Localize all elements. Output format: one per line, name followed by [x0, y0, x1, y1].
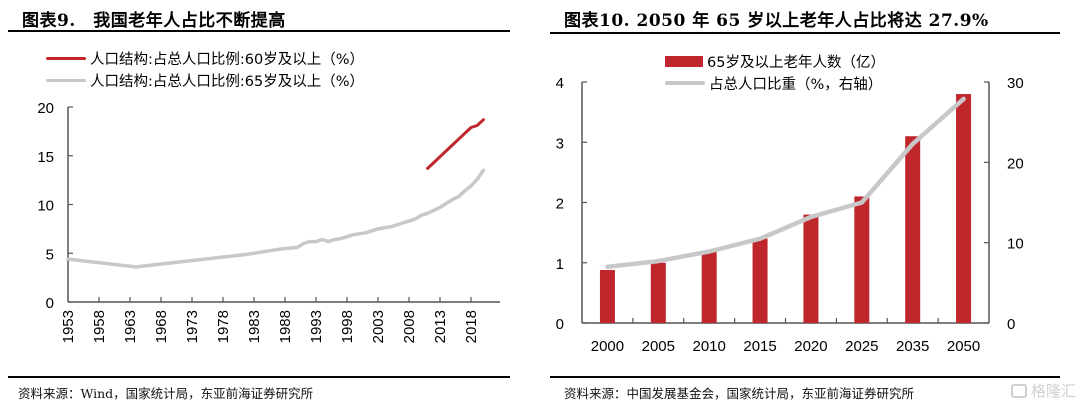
x-tick-label: 2005	[642, 338, 675, 355]
right-chart-title: 图表10. 2050 年 65 岁以上老年人占比将达 27.9%	[564, 11, 989, 31]
x-tick-label: 2015	[743, 338, 776, 355]
series-line-60plus	[426, 118, 485, 170]
x-tick-label: 2000	[591, 338, 624, 355]
legend-swatch-gray-line	[46, 78, 86, 82]
x-tick-label: 1993	[308, 310, 325, 343]
right-combo-chart: 0 1 2 3 4 0 10 20 30 2000 2005 2010 2015 2020 2025 2035…	[556, 75, 1024, 355]
bar-2020	[803, 214, 819, 323]
x-tick-label: 2018	[463, 310, 480, 343]
bar-2005	[650, 262, 666, 323]
bar-2015	[752, 238, 768, 323]
series-line-share	[605, 96, 966, 270]
legend-item-65plus: 人口结构:占总人口比例:65岁及以上（%）	[46, 69, 364, 91]
bar-2025	[854, 196, 870, 323]
legend-swatch-red-bar	[665, 55, 703, 67]
right-y-tick-label: 0	[1007, 316, 1015, 333]
series-line-65plus	[66, 168, 486, 269]
watermark-icon	[1010, 383, 1027, 398]
y-tick-label: 5	[46, 246, 54, 263]
x-tick-label: 1963	[122, 310, 139, 343]
right-source-note: 资料来源：中国发展基金会，国家统计局，东亚前海证券研究所	[564, 386, 915, 401]
x-tick-label: 1953	[60, 310, 77, 343]
left-y-tick-label: 2	[556, 196, 564, 213]
bar-2000	[599, 269, 615, 323]
right-y-tick-label: 10	[1007, 236, 1024, 253]
x-tick-label: 2008	[401, 310, 418, 343]
x-tick-label: 1968	[153, 310, 170, 343]
y-tick-label: 0	[46, 295, 54, 312]
bar-2050	[956, 94, 972, 323]
right-chart-legend: 65岁及以上老年人数（亿） 占总人口比重（%，右轴）	[665, 50, 885, 94]
x-tick-label: 2035	[896, 338, 929, 355]
legend-item-60plus: 人口结构:占总人口比例:60岁及以上（%）	[46, 47, 364, 69]
legend-label-60plus: 人口结构:占总人口比例:60岁及以上（%）	[90, 51, 364, 68]
x-tick-label: 2050	[947, 338, 980, 355]
x-tick-label: 2025	[845, 338, 878, 355]
x-tick-label: 2013	[432, 310, 449, 343]
watermark-text: 格隆汇	[1030, 382, 1076, 400]
legend-label-share: 占总人口比重（%，右轴）	[709, 76, 883, 93]
right-source-rule	[550, 376, 1060, 378]
right-chart-panel: 图表10. 2050 年 65 岁以上老年人占比将达 27.9% 65岁及以上老…	[540, 0, 1080, 412]
x-tick-label: 1983	[246, 310, 263, 343]
x-tick-label: 1998	[339, 310, 356, 343]
bar-2035	[905, 136, 921, 323]
left-chart-title: 图表9. 我国老年人占比不断提高	[22, 11, 286, 31]
x-tick-label: 2020	[794, 338, 827, 355]
legend-swatch-gray-line	[665, 81, 705, 85]
x-tick-label: 1958	[91, 310, 108, 343]
y-tick-label: 10	[37, 198, 54, 215]
legend-label-elderly-count: 65岁及以上老年人数（亿）	[707, 54, 885, 71]
y-tick-label: 15	[37, 149, 54, 166]
left-y-tick-label: 4	[556, 75, 564, 92]
bar-2010	[701, 251, 717, 323]
left-title-rule	[8, 30, 510, 32]
x-tick-label: 1988	[277, 310, 294, 343]
legend-item-share: 占总人口比重（%，右轴）	[665, 72, 885, 94]
x-tick-label: 1973	[184, 310, 201, 343]
left-chart-legend: 人口结构:占总人口比例:60岁及以上（%） 人口结构:占总人口比例:65岁及以上…	[46, 47, 364, 91]
left-chart-panel: 图表9. 我国老年人占比不断提高 人口结构:占总人口比例:60岁及以上（%） 人…	[8, 11, 510, 401]
legend-label-65plus: 人口结构:占总人口比例:65岁及以上（%）	[90, 73, 364, 90]
x-tick-label: 2003	[370, 310, 387, 343]
left-y-tick-label: 3	[556, 135, 564, 152]
watermark-logo: 格隆汇	[1010, 380, 1076, 401]
right-y-tick-label: 20	[1007, 155, 1024, 172]
legend-item-elderly-count: 65岁及以上老年人数（亿）	[665, 50, 885, 72]
right-y-tick-label: 30	[1007, 75, 1024, 92]
left-source-rule	[8, 376, 510, 378]
left-y-tick-label: 1	[556, 256, 564, 273]
x-tick-label: 2010	[693, 338, 726, 355]
left-source-note: 资料来源：Wind，国家统计局，东亚前海证券研究所	[18, 386, 314, 401]
right-title-rule	[550, 32, 1060, 34]
left-y-tick-label: 0	[556, 316, 564, 333]
left-line-chart: 0 5 10 15 20 1953 1958 1963 1968 1973 1978 1983 1988…	[37, 100, 500, 343]
y-tick-label: 20	[37, 100, 54, 117]
x-tick-label: 1978	[215, 310, 232, 343]
legend-swatch-red-line	[46, 56, 86, 60]
